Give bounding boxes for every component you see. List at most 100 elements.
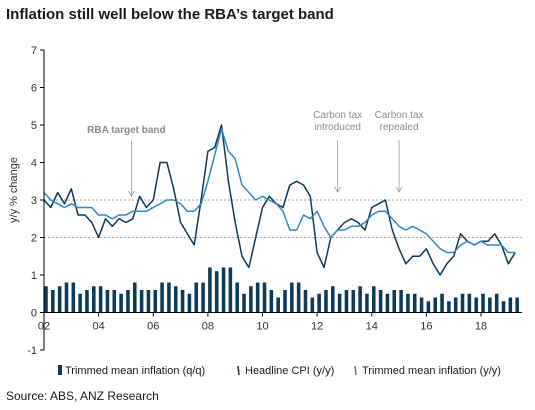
- bar: [331, 286, 335, 313]
- bar: [474, 297, 478, 313]
- bar: [201, 282, 205, 313]
- bar: [167, 282, 171, 313]
- bar: [92, 286, 96, 313]
- bar: [126, 290, 130, 313]
- y-tick-label: -1: [27, 345, 37, 357]
- chart-title: Inflation still well below the RBA’s tar…: [6, 6, 334, 23]
- bar: [378, 290, 383, 313]
- bar: [488, 297, 492, 313]
- line-headline-cpi: [43, 124, 516, 276]
- x-tick-label: 06: [147, 321, 159, 333]
- bar: [406, 293, 410, 313]
- bar: [440, 293, 444, 313]
- bar: [71, 282, 76, 313]
- bar: [85, 290, 89, 313]
- bar: [426, 301, 431, 313]
- y-tick-label: 1: [31, 270, 37, 282]
- annotation-arrow-head: [334, 186, 341, 193]
- bar: [51, 290, 55, 313]
- bar: [132, 282, 137, 313]
- annotation-label: repealed: [380, 122, 419, 133]
- y-tick-label: 3: [31, 195, 37, 207]
- annotation-label: Carbon tax: [375, 110, 424, 121]
- annotation-label: introduced: [314, 122, 361, 133]
- bar: [296, 282, 301, 313]
- y-tick-label: 7: [31, 45, 37, 57]
- y-tick-label: 6: [31, 83, 37, 95]
- bar: [290, 282, 294, 313]
- bar-series-trimmed-mean-qq: [44, 267, 519, 313]
- legend-swatch-bar: [58, 365, 62, 375]
- legend: Trimmed mean inflation (q/q) Headline CPI…: [58, 365, 501, 377]
- bar: [351, 290, 356, 313]
- bar: [78, 293, 82, 313]
- bar: [344, 290, 349, 313]
- bar: [385, 293, 390, 313]
- legend-swatch-line: [237, 365, 240, 376]
- x-tick-label: 18: [475, 321, 487, 333]
- bar: [447, 301, 451, 313]
- line-series: [43, 124, 516, 276]
- annotation-arrow-head: [395, 186, 403, 193]
- bar: [44, 286, 48, 313]
- legend-label: Headline CPI (y/y): [245, 365, 334, 377]
- bar: [453, 297, 458, 313]
- bar: [337, 293, 342, 313]
- bar: [467, 293, 472, 313]
- annotation-label: Carbon tax: [313, 110, 362, 121]
- bar: [460, 293, 465, 313]
- bar: [119, 293, 123, 313]
- bar: [139, 290, 144, 313]
- y-tick-label: 2: [31, 233, 37, 245]
- bar: [242, 293, 246, 313]
- bar: [392, 290, 397, 313]
- x-tick-label: 16: [420, 321, 432, 333]
- bar: [276, 297, 280, 313]
- bar: [187, 293, 192, 313]
- bar: [180, 290, 185, 313]
- x-tick-label: 14: [366, 321, 378, 333]
- bar: [433, 297, 438, 313]
- bar: [412, 293, 417, 313]
- bar: [214, 271, 219, 313]
- bar: [221, 267, 226, 313]
- legend-label: Trimmed mean inflation (q/q): [65, 365, 205, 377]
- x-tick-label: 12: [311, 321, 323, 333]
- bar: [269, 290, 274, 313]
- bar: [146, 290, 151, 313]
- y-tick-label: 4: [31, 158, 37, 170]
- bar: [324, 290, 328, 313]
- bar: [303, 290, 308, 313]
- line-trimmed-mean-yy: [43, 128, 516, 254]
- bar: [310, 297, 315, 313]
- bar: [255, 282, 260, 313]
- bar: [160, 282, 164, 313]
- bar: [481, 293, 485, 313]
- bar: [262, 282, 267, 313]
- y-tick-label: 0: [31, 308, 37, 320]
- y-tick-label: 5: [31, 120, 37, 132]
- bar: [399, 290, 403, 313]
- x-tick-label: 10: [256, 321, 268, 333]
- bar: [235, 282, 239, 313]
- bar: [228, 267, 233, 313]
- bar: [419, 297, 424, 313]
- bar: [317, 293, 321, 313]
- legend-label: Trimmed mean inflation (y/y): [362, 365, 501, 377]
- bar: [501, 301, 506, 313]
- bar: [105, 290, 110, 313]
- bar: [173, 286, 178, 313]
- bar: [508, 297, 513, 313]
- x-tick-label: 04: [93, 321, 105, 333]
- y-axis-label: y/y % change: [8, 157, 20, 223]
- bar: [371, 286, 376, 313]
- annotation-label: RBA target band: [87, 125, 166, 136]
- bar: [365, 293, 369, 313]
- annotation-arrow-head: [128, 190, 135, 197]
- bar: [494, 293, 499, 313]
- bar: [358, 286, 362, 313]
- x-tick-label: 08: [202, 321, 214, 333]
